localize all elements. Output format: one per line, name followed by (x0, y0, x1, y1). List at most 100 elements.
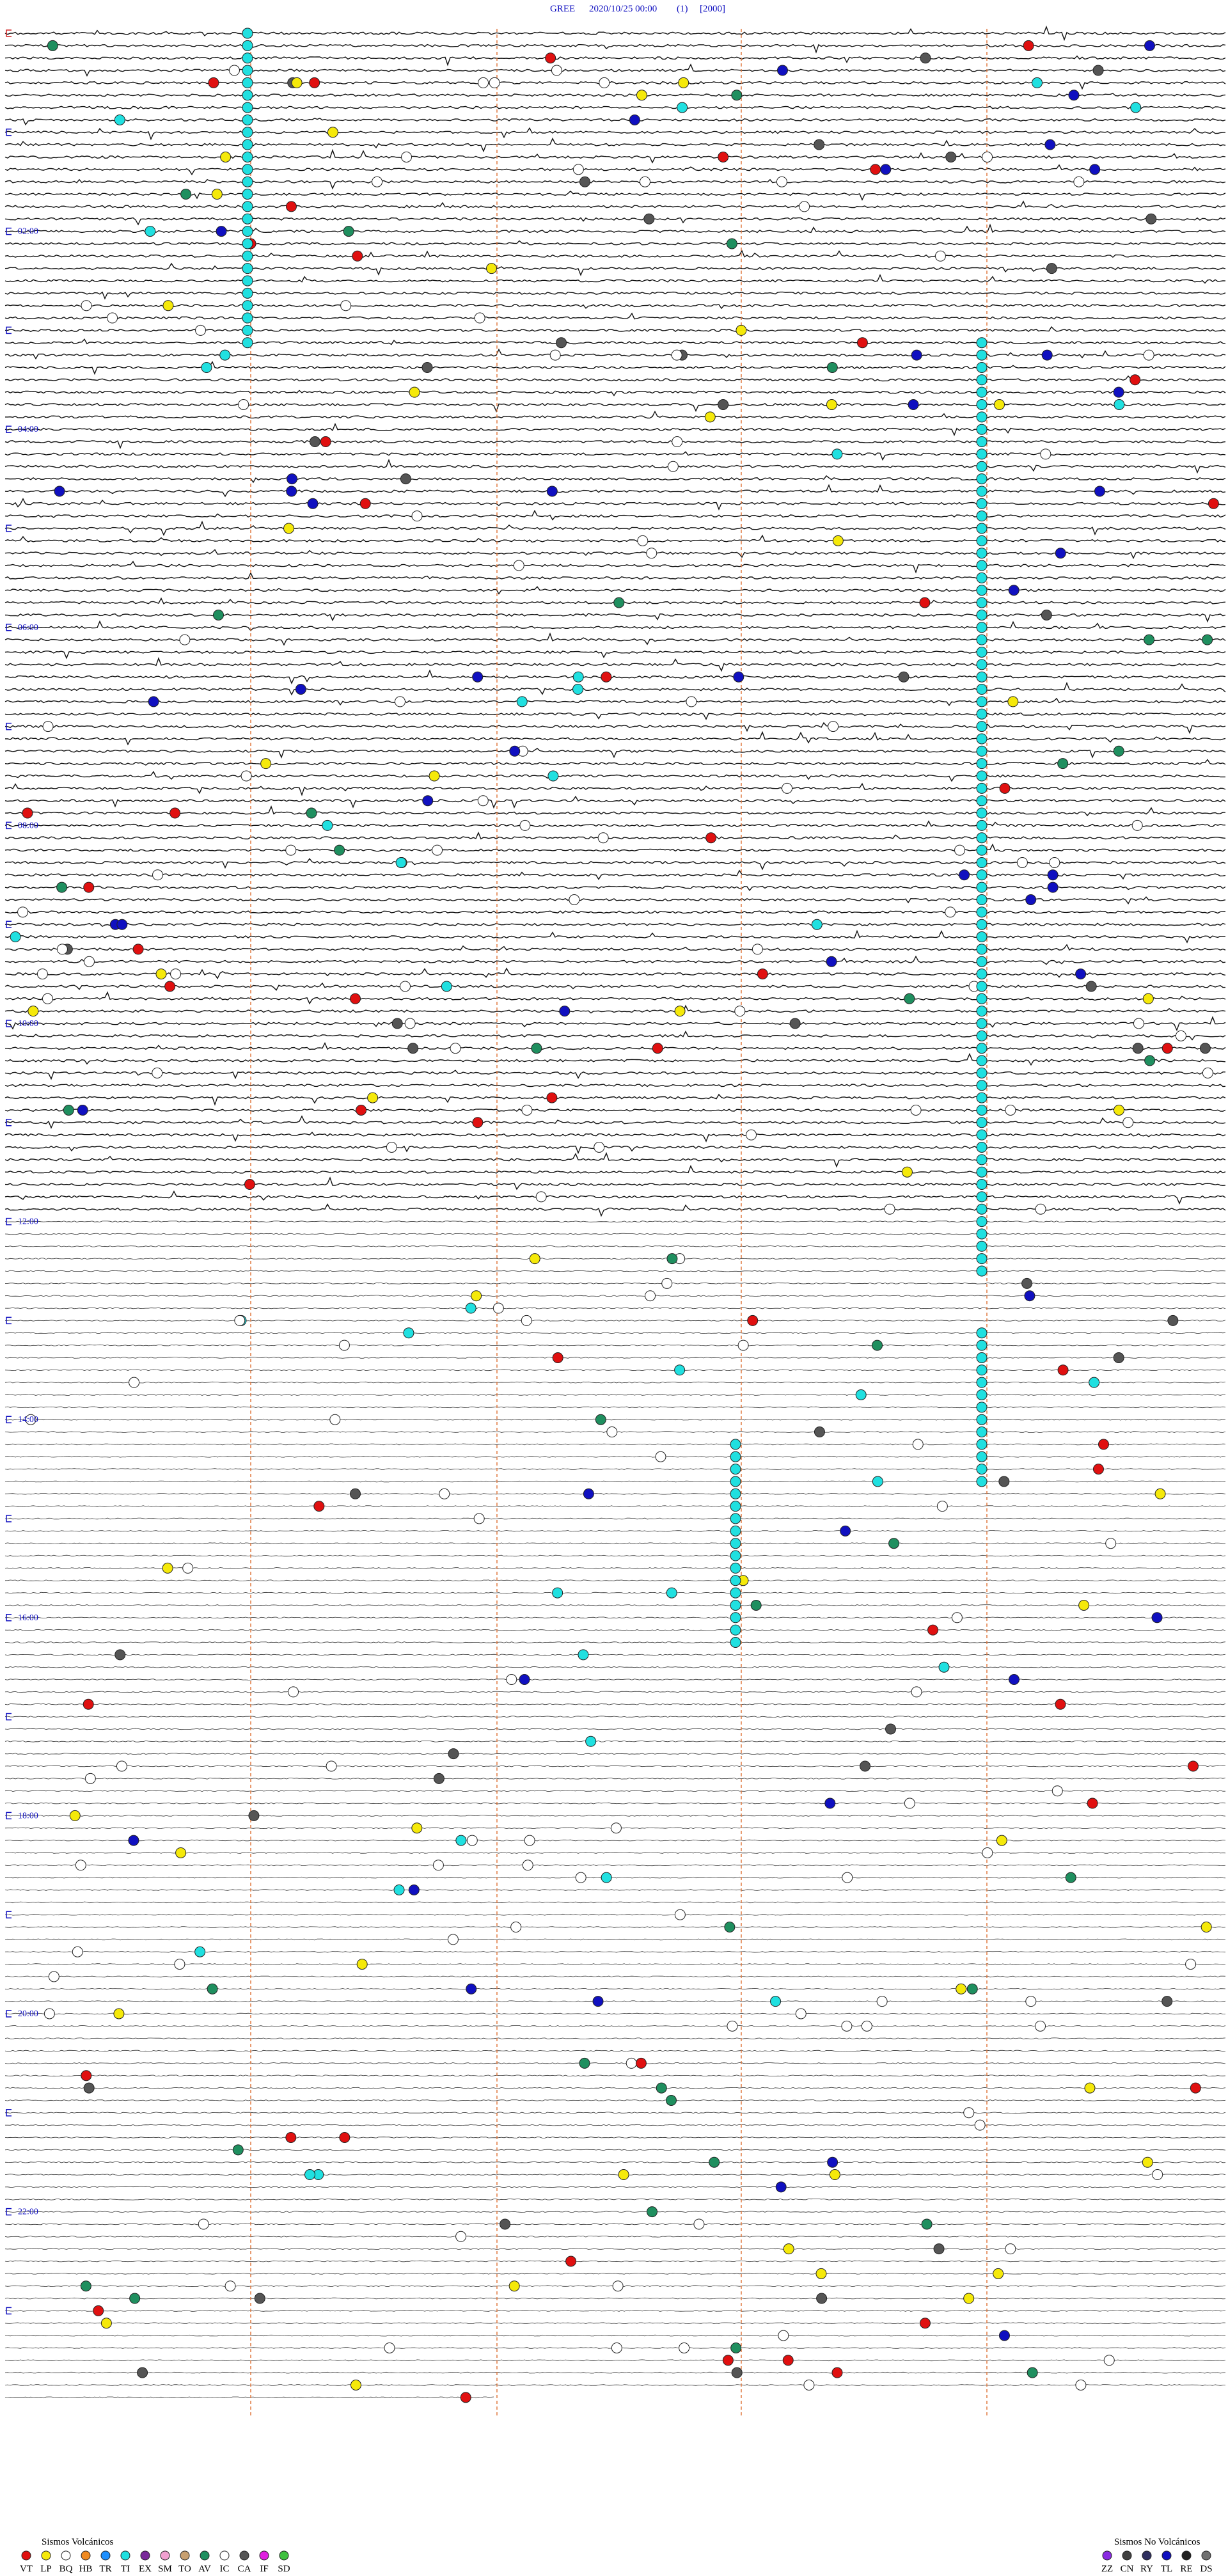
event-marker (129, 2293, 141, 2304)
event-marker (752, 944, 763, 955)
event-marker (934, 250, 946, 262)
event-marker (1007, 696, 1019, 707)
event-marker (976, 647, 988, 658)
event-marker (1024, 1290, 1035, 1302)
event-marker (80, 2280, 91, 2292)
hour-bracket (6, 425, 12, 433)
event-marker (976, 758, 988, 770)
event-marker (782, 2355, 794, 2366)
event-marker (552, 1587, 563, 1599)
trace (4, 2322, 1226, 2325)
event-marker (783, 2243, 794, 2255)
event-marker (1092, 1464, 1104, 1475)
trace (4, 2297, 1226, 2300)
event-marker (1152, 2169, 1163, 2181)
event-marker (730, 1612, 741, 1624)
trace (4, 2223, 1226, 2225)
trace (4, 475, 1226, 484)
event-marker (904, 993, 915, 1004)
trace (4, 2211, 1226, 2213)
event-marker (242, 287, 253, 299)
time-labels: 02:00 04:00 06:00 08:00 10:00 12:00 14:00 16:00… (18, 227, 38, 2217)
legend-label: RE (1180, 2564, 1192, 2574)
event-marker (42, 993, 53, 1004)
legend-swatch (41, 2550, 51, 2561)
event-marker (963, 2107, 975, 2119)
event-marker (705, 832, 717, 844)
event-marker (636, 90, 647, 101)
event-marker (391, 1018, 403, 1029)
event-marker (572, 684, 584, 695)
event-marker (409, 386, 420, 398)
event-marker (606, 1426, 618, 1438)
trace (4, 1406, 1226, 1409)
legend-label: SD (278, 2564, 290, 2574)
trace (5, 1283, 1226, 1284)
event-marker (455, 2231, 467, 2242)
trace (4, 2396, 494, 2399)
event-marker (1025, 894, 1037, 905)
event-marker (814, 139, 825, 150)
event-marker (77, 1104, 88, 1116)
trace (4, 1889, 1226, 1891)
trace (4, 1233, 1226, 1235)
time-label: 22:00 (18, 2208, 38, 2217)
event-marker (285, 844, 297, 856)
event-marker (976, 448, 988, 460)
event-marker (521, 1104, 533, 1116)
trace (4, 1369, 1226, 1371)
trace (5, 1604, 1226, 1606)
event-marker (911, 1686, 922, 1698)
event-marker (776, 65, 788, 76)
event-marker (976, 894, 988, 905)
event-marker (888, 1538, 900, 1549)
time-label: 20:00 (18, 2009, 38, 2019)
event-marker (976, 535, 988, 546)
trace (4, 1975, 1226, 1978)
event-marker (17, 906, 29, 918)
time-label: 12:00 (18, 1217, 38, 1227)
legend-label: TI (121, 2564, 130, 2574)
scale: [2000] (700, 4, 725, 14)
trace (4, 1629, 1226, 1631)
event-marker (842, 1872, 853, 1883)
event-marker (976, 1166, 988, 1178)
trace (4, 1203, 1226, 1217)
event-marker (10, 931, 21, 943)
trace (4, 1443, 1226, 1446)
event-marker (976, 770, 988, 782)
event-marker (629, 114, 640, 125)
event-marker (129, 1377, 140, 1388)
event-marker (1144, 1055, 1156, 1066)
event-marker (519, 1674, 530, 1686)
event-marker (56, 944, 68, 955)
trace (4, 1221, 1226, 1222)
event-marker (661, 1277, 673, 1289)
event-marker (524, 1835, 535, 1846)
event-marker (976, 1364, 988, 1376)
event-marker (704, 411, 716, 423)
hour-bracket (6, 2307, 12, 2315)
event-marker (795, 2008, 807, 2019)
trace (4, 1654, 1226, 1656)
event-marker (998, 1476, 1010, 1487)
event-marker (242, 263, 253, 274)
trace (4, 712, 1226, 720)
event-marker (242, 312, 253, 324)
event-marker (162, 1562, 173, 1574)
trace (4, 1691, 1226, 1693)
event-marker (1084, 2082, 1096, 2094)
event-marker (775, 2181, 787, 2193)
trace (5, 1320, 1226, 1322)
event-marker (976, 572, 988, 583)
event-marker (919, 2318, 931, 2329)
event-marker (976, 1426, 988, 1438)
trace (4, 883, 1226, 892)
event-marker (356, 1104, 367, 1116)
event-marker (162, 300, 174, 312)
trace (4, 451, 1226, 461)
trace (4, 586, 1226, 595)
event-marker (1027, 2367, 1038, 2378)
event-marker (730, 1587, 741, 1599)
event-marker (674, 1909, 686, 1920)
